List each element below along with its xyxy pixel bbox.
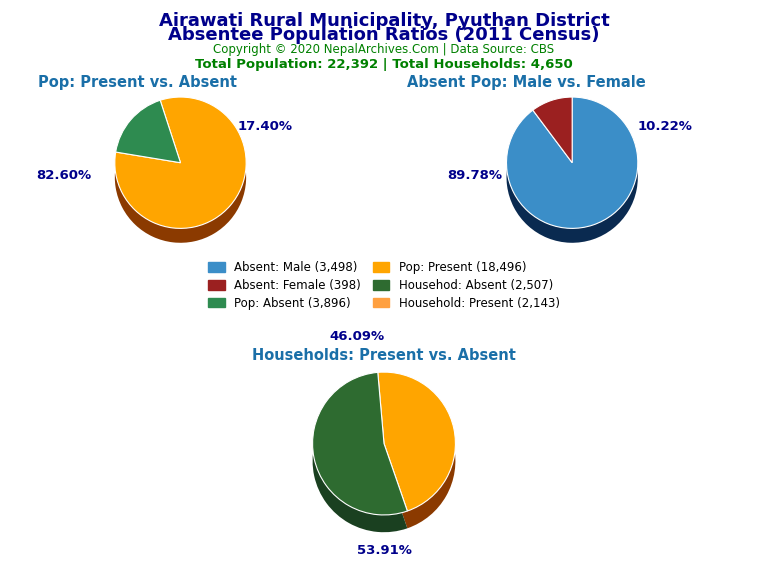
Text: Absent Pop: Male vs. Female: Absent Pop: Male vs. Female — [407, 75, 646, 90]
Wedge shape — [313, 372, 407, 515]
Wedge shape — [533, 112, 572, 177]
Text: 17.40%: 17.40% — [238, 120, 293, 133]
Text: Households: Present vs. Absent: Households: Present vs. Absent — [252, 348, 516, 363]
Text: 82.60%: 82.60% — [36, 169, 91, 183]
Text: Pop: Present vs. Absent: Pop: Present vs. Absent — [38, 75, 237, 90]
Wedge shape — [116, 100, 180, 163]
Wedge shape — [378, 372, 455, 511]
Wedge shape — [533, 97, 572, 163]
Text: 89.78%: 89.78% — [448, 169, 502, 183]
Text: 46.09%: 46.09% — [329, 330, 385, 343]
Wedge shape — [313, 389, 407, 532]
Wedge shape — [115, 111, 246, 242]
Wedge shape — [116, 115, 180, 177]
Wedge shape — [507, 97, 637, 229]
Wedge shape — [507, 112, 637, 243]
Text: Airawati Rural Municipality, Pyuthan District: Airawati Rural Municipality, Pyuthan Dis… — [159, 12, 609, 29]
Wedge shape — [378, 389, 455, 528]
Text: 10.22%: 10.22% — [637, 120, 693, 133]
Text: Total Population: 22,392 | Total Households: 4,650: Total Population: 22,392 | Total Househo… — [195, 58, 573, 71]
Text: Copyright © 2020 NepalArchives.Com | Data Source: CBS: Copyright © 2020 NepalArchives.Com | Dat… — [214, 43, 554, 56]
Legend: Absent: Male (3,498), Absent: Female (398), Pop: Absent (3,896), Pop: Present (1: Absent: Male (3,498), Absent: Female (39… — [204, 256, 564, 314]
Text: 53.91%: 53.91% — [356, 544, 412, 557]
Text: Absentee Population Ratios (2011 Census): Absentee Population Ratios (2011 Census) — [168, 26, 600, 44]
Wedge shape — [115, 97, 246, 228]
